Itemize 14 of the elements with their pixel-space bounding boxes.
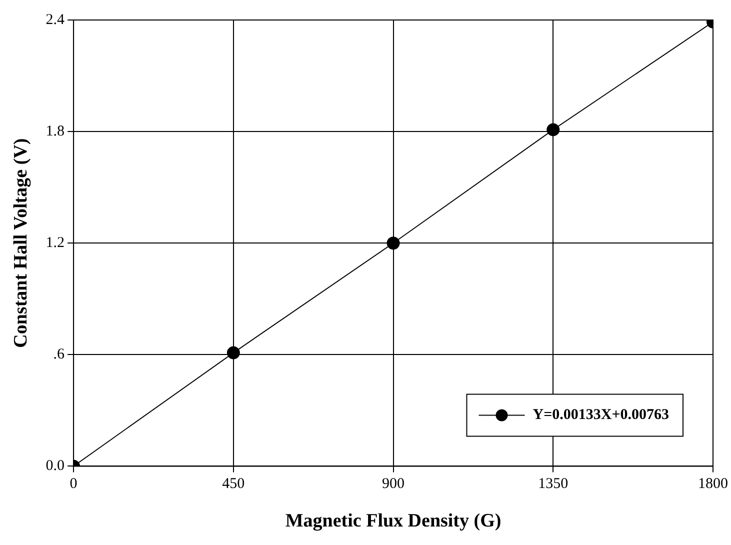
x-tick-label: 0 [70, 476, 78, 492]
y-tick-label: 1.8 [46, 123, 65, 140]
y-tick-label: 2.4 [46, 12, 66, 28]
y-tick-label: .6 [53, 346, 66, 363]
x-tick-label: 450 [222, 476, 245, 492]
y-axis-title: Constant Hall Voltage (V) [10, 138, 32, 348]
y-tick-label: 1.2 [46, 235, 65, 252]
point [386, 236, 400, 250]
x-tick-label: 1350 [538, 476, 568, 492]
legend-label: Y=0.00133X+0.00763 [532, 407, 670, 424]
x-tick-label: 900 [382, 476, 405, 492]
x-axis-title: Magnetic Flux Density (G) [285, 510, 502, 532]
x-tick-label: 1800 [698, 476, 728, 492]
y-tick-label: 0.0 [46, 458, 65, 474]
